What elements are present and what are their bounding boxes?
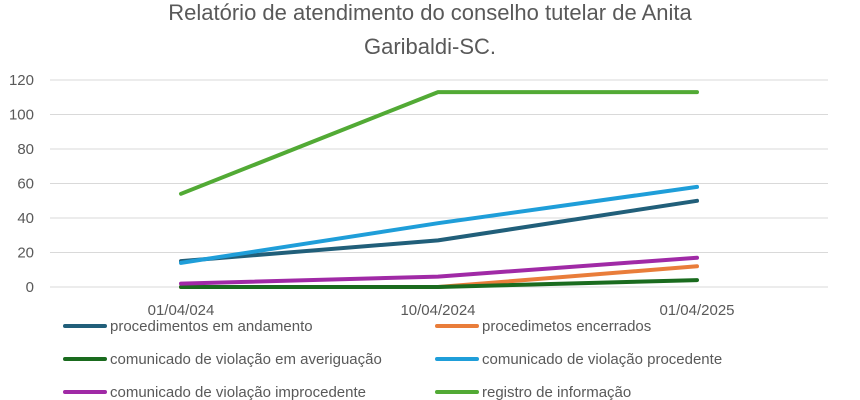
legend-label: registro de informação <box>482 384 631 400</box>
legend: procedimentos em andamento procedimetos e… <box>63 318 722 400</box>
y-tick-label: 120 <box>9 72 34 89</box>
series-line-6 <box>179 90 699 196</box>
y-tick-label: 100 <box>9 107 34 124</box>
x-axis-ticks: 01/04/024 10/04/2024 01/04/2025 <box>148 302 735 319</box>
series-line-5 <box>179 255 699 286</box>
x-tick-label: 10/04/2024 <box>400 302 475 319</box>
legend-label: procedimetos encerrados <box>482 318 651 335</box>
gridlines <box>50 79 828 288</box>
series-line-3 <box>179 278 699 289</box>
x-tick-label: 01/04/2025 <box>659 302 734 319</box>
series-line-4 <box>179 184 699 265</box>
legend-label: comunicado de violação procedente <box>482 351 722 368</box>
legend-label: comunicado de violação em averiguação <box>110 351 382 368</box>
y-axis-ticks: 0 20 40 60 80 100 120 <box>9 72 34 296</box>
y-tick-label: 40 <box>17 210 34 227</box>
y-tick-label: 0 <box>26 279 34 296</box>
legend-label: procedimentos em andamento <box>110 318 313 335</box>
series-line-1 <box>179 198 699 264</box>
chart-title-line-2: Garibaldi-SC. <box>364 34 496 59</box>
x-tick-label: 01/04/024 <box>148 302 215 319</box>
legend-label: comunicado de violação improcedente <box>110 384 366 400</box>
y-tick-label: 60 <box>17 176 34 193</box>
y-tick-label: 80 <box>17 141 34 158</box>
y-tick-label: 20 <box>17 245 34 262</box>
chart-title-line-1: Relatório de atendimento do conselho tut… <box>168 0 692 25</box>
series-lines <box>179 90 699 289</box>
